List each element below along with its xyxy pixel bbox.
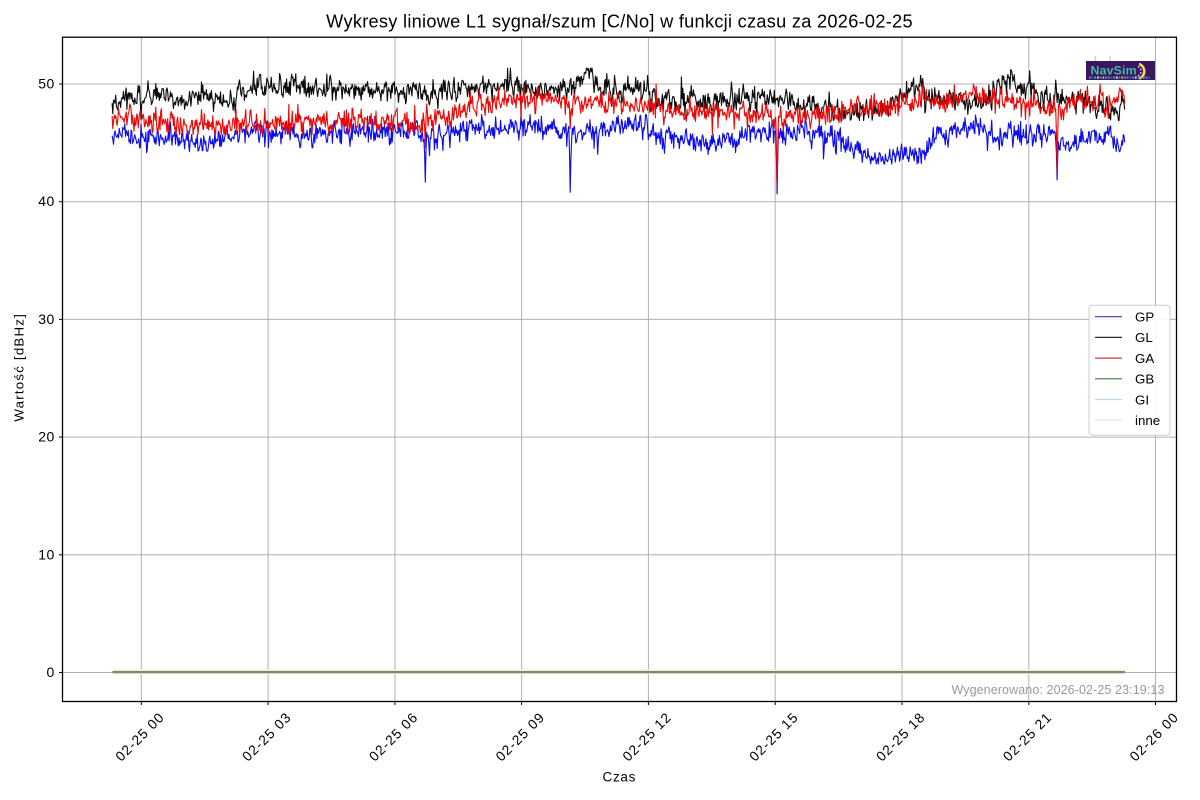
svg-text:GA: GA bbox=[1135, 351, 1154, 366]
svg-text:30: 30 bbox=[38, 311, 55, 327]
svg-text:50: 50 bbox=[38, 76, 55, 92]
svg-text:NavSim: NavSim bbox=[1091, 63, 1137, 77]
svg-text:10: 10 bbox=[38, 546, 55, 562]
svg-text:40: 40 bbox=[38, 193, 55, 209]
svg-text:GI: GI bbox=[1135, 392, 1149, 407]
svg-text:Wygenerowano: 2026-02-25 23:19: Wygenerowano: 2026-02-25 23:19:13 bbox=[951, 683, 1164, 697]
svg-text:GP: GP bbox=[1135, 310, 1154, 325]
svg-text:GL: GL bbox=[1135, 330, 1153, 345]
svg-text:Czas: Czas bbox=[603, 770, 637, 785]
svg-text:GB: GB bbox=[1135, 372, 1154, 387]
svg-text:20: 20 bbox=[38, 429, 55, 445]
svg-text:0: 0 bbox=[47, 664, 55, 680]
svg-text:Wartość [dBHz]: Wartość [dBHz] bbox=[12, 313, 27, 422]
svg-text:inne: inne bbox=[1135, 413, 1160, 428]
svg-text:Wykresy liniowe L1 sygnał/szum: Wykresy liniowe L1 sygnał/szum [C/No] w … bbox=[326, 11, 913, 31]
